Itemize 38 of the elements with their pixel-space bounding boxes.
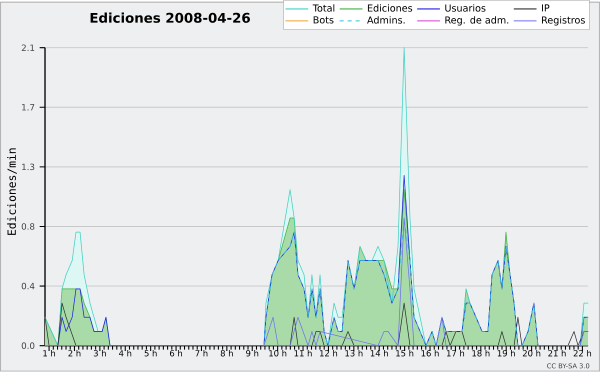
legend-label: Admins. bbox=[367, 16, 405, 24]
y-axis-title: Ediciones/min bbox=[7, 148, 17, 236]
x-tick-label: 21 h bbox=[548, 350, 566, 356]
x-tick-label: 12 h bbox=[320, 350, 338, 356]
x-tick-label: 14 h bbox=[370, 350, 388, 356]
chart-title: Ediciones 2008-04-26 bbox=[90, 12, 250, 24]
x-tick-label: 7 h bbox=[195, 350, 208, 356]
legend-label: Reg. de adm. bbox=[445, 16, 508, 26]
x-tick-label: 8 h bbox=[220, 350, 233, 357]
x-tick-label: 13 h bbox=[345, 350, 362, 357]
y-tick-label: 0.4 bbox=[22, 282, 34, 290]
x-tick-label: 6 h bbox=[170, 350, 182, 357]
legend-label: Usuarios bbox=[445, 4, 486, 12]
y-tick-label: 1.3 bbox=[22, 164, 34, 170]
x-tick-label: 2 h bbox=[68, 350, 80, 356]
x-tick-label: 17 h bbox=[447, 350, 464, 356]
x-tick-label: 11 h bbox=[294, 350, 312, 356]
x-tick-label: 9 h bbox=[246, 350, 258, 357]
x-tick-label: 3 h bbox=[94, 350, 106, 357]
x-tick-label: 5 h bbox=[144, 350, 157, 357]
x-tick-label: 20 h bbox=[522, 350, 540, 357]
x-tick-label: 15 h bbox=[396, 350, 414, 357]
x-tick-label: 18 h bbox=[472, 350, 490, 357]
legend-label: Total bbox=[312, 4, 334, 12]
x-tick-label: 22 h bbox=[574, 350, 592, 356]
y-tick-label: 1.7 bbox=[22, 104, 34, 111]
y-tick-label: 0.8 bbox=[22, 223, 34, 230]
legend-label: IP bbox=[542, 4, 550, 12]
legend-label: Ediciones bbox=[368, 4, 412, 12]
x-tick-label: 4 h bbox=[119, 350, 132, 356]
legend-label: Bots bbox=[314, 16, 334, 24]
x-tick-label: 16 h bbox=[422, 350, 439, 357]
x-tick-label: 10 h bbox=[269, 350, 286, 357]
legend-label: Registros bbox=[542, 16, 585, 26]
y-tick-label: 0.0 bbox=[22, 342, 34, 350]
y-tick-label: 2.1 bbox=[22, 44, 34, 52]
x-tick-label: 19 h bbox=[498, 350, 515, 357]
x-tick-label: 1 h bbox=[43, 350, 56, 356]
